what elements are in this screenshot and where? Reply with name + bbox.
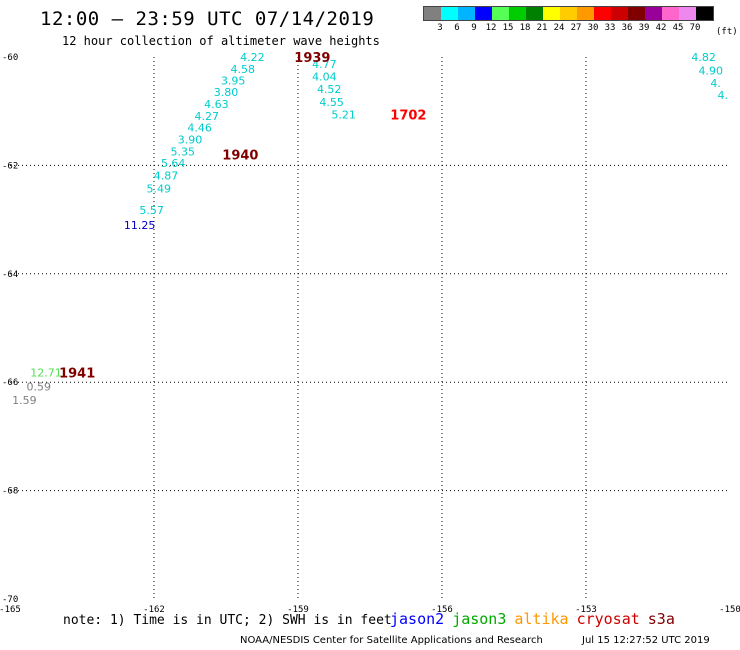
wave-height-label: 4.63 <box>204 98 229 111</box>
y-tick-label: -70 <box>2 595 18 605</box>
y-tick-label: -66 <box>2 378 18 388</box>
legend-swatch <box>577 7 594 20</box>
wave-height-label: 3.95 <box>221 74 246 87</box>
legend-label: 36 <box>621 23 633 33</box>
legend-label: 24 <box>553 23 565 33</box>
y-tick-label: -64 <box>2 270 18 280</box>
legend-swatches <box>423 6 714 21</box>
legend-label: 33 <box>604 23 616 33</box>
wave-height-label: 4.55 <box>319 96 344 109</box>
wave-height-label: 5.57 <box>139 204 164 217</box>
credit-line: NOAA/NESDIS Center for Satellite Applica… <box>240 635 543 646</box>
y-tick-label: -60 <box>2 53 18 63</box>
legend-label: 42 <box>655 23 667 33</box>
x-tick-label: -159 <box>287 605 309 615</box>
legend-label: 70 <box>689 23 701 33</box>
pass-time-label: 1939 <box>294 51 330 66</box>
satellite-name: s3a <box>647 610 675 628</box>
wave-height-label: 0.59 <box>27 381 52 394</box>
satellite-name: cryosat <box>576 610 640 628</box>
wave-height-label: 5.35 <box>171 145 196 158</box>
data-labels: 4.224.583.953.804.634.274.463.905.355.64… <box>12 51 728 407</box>
legend-swatch <box>560 7 577 20</box>
legend-label: 27 <box>570 23 582 33</box>
legend-swatch <box>662 7 679 20</box>
pass-time-label: 1941 <box>59 366 95 381</box>
x-tick-label: -156 <box>431 605 453 615</box>
wave-height-label: 4.82 <box>691 51 716 64</box>
legend-swatch <box>441 7 458 20</box>
x-tick-label: -165 <box>0 605 21 615</box>
legend-swatch <box>696 7 713 20</box>
y-tick-labels: -60 -62 -64 -66 -68 -70 <box>2 53 18 605</box>
chart-subtitle: 12 hour collection of altimeter wave hei… <box>62 34 380 48</box>
legend-swatch <box>645 7 662 20</box>
satellite-name: jason3 <box>452 610 507 628</box>
wave-height-label: 1.59 <box>12 394 37 407</box>
color-legend: 3 6 9 12 15 18 21 24 27 30 33 36 39 42 45 70 (ft) <box>423 6 738 37</box>
pass-time-label: 1702 <box>390 108 426 123</box>
wave-height-label: 4.22 <box>240 51 265 64</box>
legend-swatch <box>492 7 509 20</box>
legend-swatch <box>543 7 560 20</box>
legend-swatch <box>594 7 611 20</box>
satellite-legend: jason2 jason3 altika cryosat s3a <box>390 610 683 628</box>
legend-labels: 3 6 9 12 15 18 21 24 27 30 33 36 39 42 45 70 <box>423 21 714 35</box>
wave-height-label: 4. <box>710 77 721 90</box>
wave-height-label: 5.64 <box>161 157 186 170</box>
legend-label: 3 <box>437 23 443 33</box>
legend-label: 15 <box>502 23 514 33</box>
y-tick-label: -68 <box>2 487 18 497</box>
legend-label: 12 <box>485 23 497 33</box>
wave-height-label: 11.25 <box>124 219 156 232</box>
legend-swatch <box>458 7 475 20</box>
wave-height-label: 4.04 <box>312 71 337 84</box>
legend-label: 30 <box>587 23 599 33</box>
wave-height-label: 4.27 <box>195 110 220 123</box>
wave-height-label: 5.21 <box>331 108 356 121</box>
wave-height-label: 4.77 <box>312 58 337 71</box>
legend-label: 9 <box>471 23 477 33</box>
grid-lines <box>10 57 730 599</box>
pass-time-label: 1940 <box>222 149 258 164</box>
wave-height-label: 4.87 <box>154 170 179 183</box>
footnote: note: 1) Time is in UTC; 2) SWH is in fe… <box>63 613 392 628</box>
legend-label: 45 <box>672 23 684 33</box>
legend-swatch <box>526 7 543 20</box>
wave-height-label: 3.90 <box>178 133 203 146</box>
wave-height-label: 4.90 <box>699 65 724 78</box>
satellite-name: altika <box>514 610 569 628</box>
legend-unit: (ft) <box>716 27 738 37</box>
wave-height-label: 4. <box>718 89 729 102</box>
chart-title: 12:00 – 23:59 UTC 07/14/2019 <box>40 8 375 30</box>
wave-height-label: 4.58 <box>231 63 256 76</box>
wave-height-label: 12.71 <box>30 366 62 379</box>
legend-swatch <box>509 7 526 20</box>
wave-height-label: 5.49 <box>147 183 172 196</box>
legend-swatch <box>611 7 628 20</box>
x-tick-label: -162 <box>143 605 165 615</box>
wave-height-label: 4.52 <box>317 83 342 96</box>
satellite-name: jason2 <box>390 610 445 628</box>
legend-swatch <box>679 7 696 20</box>
legend-swatch <box>424 7 441 20</box>
x-tick-labels: -165 -162 -159 -156 -153 -150 <box>0 605 740 615</box>
legend-label: 21 <box>536 23 548 33</box>
wave-height-label: 4.46 <box>187 121 212 134</box>
pass-time-labels: 1939 1702 1940 1941 <box>59 51 426 381</box>
legend-swatch <box>628 7 645 20</box>
legend-label: 39 <box>638 23 650 33</box>
legend-swatch <box>475 7 492 20</box>
x-tick-label: -150 <box>719 605 740 615</box>
legend-label: 18 <box>519 23 531 33</box>
legend-label: 6 <box>454 23 460 33</box>
generated-timestamp: Jul 15 12:27:52 UTC 2019 <box>582 635 710 646</box>
y-tick-label: -62 <box>2 161 18 171</box>
wave-height-label: 3.80 <box>214 86 239 99</box>
x-tick-label: -153 <box>575 605 597 615</box>
